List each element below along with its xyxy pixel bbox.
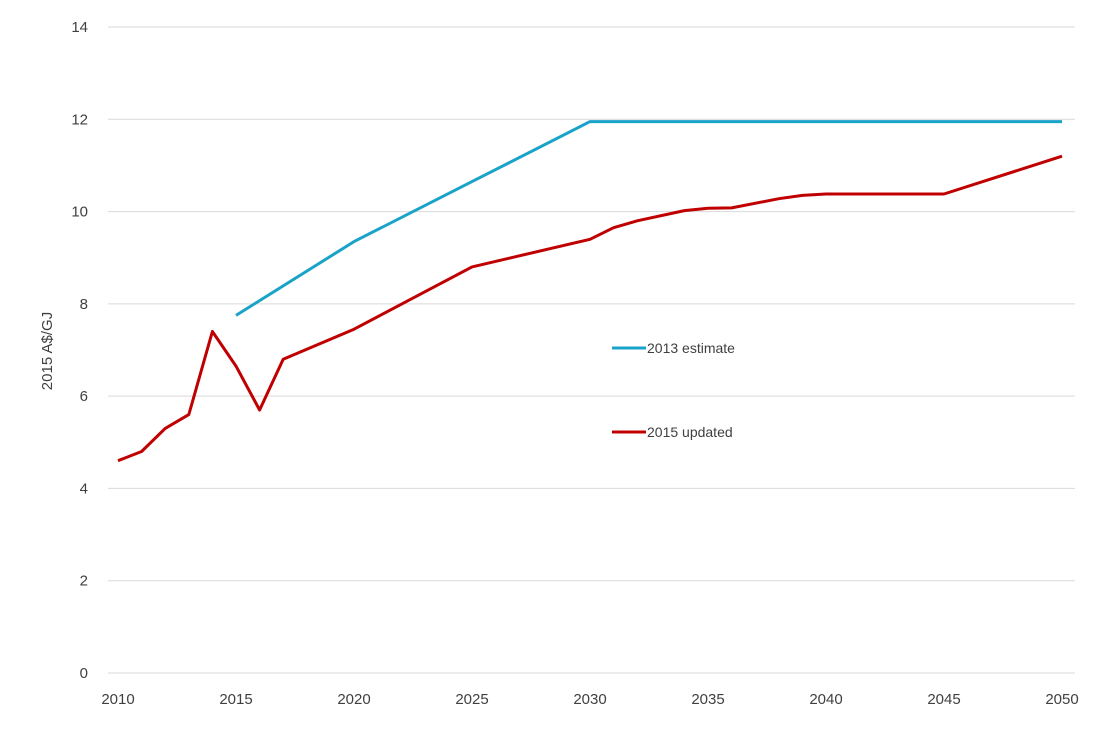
- x-tick-label: 2030: [573, 691, 606, 708]
- x-tick-label: 2050: [1045, 691, 1078, 708]
- x-tick-label: 2020: [337, 691, 370, 708]
- x-tick-label: 2010: [101, 691, 134, 708]
- series-lines: [117, 120, 1063, 463]
- series-line-1: [117, 154, 1063, 463]
- legend: 2013 estimate 2015 updated: [612, 340, 735, 440]
- x-tick-label: 2045: [927, 691, 960, 708]
- y-tick-label: 6: [80, 388, 88, 405]
- x-tick-label: 2035: [691, 691, 724, 708]
- series-line-0: [235, 120, 1062, 317]
- x-tick-label: 2015: [219, 691, 252, 708]
- y-tick-label: 8: [80, 296, 88, 313]
- y-tick-label: 4: [80, 480, 88, 497]
- y-axis-label: 2015 A$/GJ: [39, 312, 56, 390]
- x-tick-label: 2040: [809, 691, 842, 708]
- legend-label-1: 2015 updated: [647, 424, 733, 440]
- y-tick-label: 2: [80, 573, 88, 590]
- y-axis-tick-labels: 0 2 4 6 8 10 12 14: [71, 19, 88, 682]
- gridlines: [108, 26, 1075, 674]
- y-tick-label: 14: [71, 19, 88, 36]
- x-axis-tick-labels: 2010 2015 2020 2025 2030 2035 2040 2045 2050: [101, 691, 1078, 708]
- legend-label-0: 2013 estimate: [647, 340, 735, 356]
- y-tick-label: 12: [71, 111, 88, 128]
- y-tick-label: 10: [71, 204, 88, 221]
- x-tick-label: 2025: [455, 691, 488, 708]
- y-tick-label: 0: [80, 665, 88, 682]
